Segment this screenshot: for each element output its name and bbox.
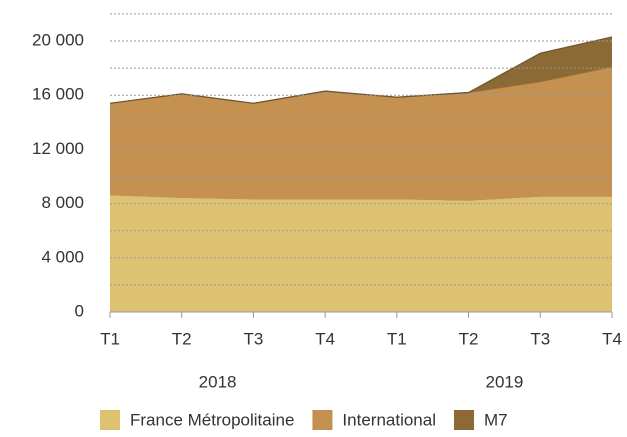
y-tick-label: 0: [75, 301, 84, 320]
legend-swatch: [312, 410, 333, 430]
x-tick-label: T2: [459, 329, 479, 348]
legend-swatch: [454, 410, 474, 430]
area: [110, 195, 612, 312]
x-tick-label: T3: [530, 329, 550, 348]
legend-swatch: [100, 410, 120, 430]
area-edge: [109, 36, 613, 104]
y-tick-label: 20 000: [32, 30, 84, 49]
y-tick-label: 8 000: [41, 193, 84, 212]
y-tick-label: 16 000: [32, 85, 84, 104]
area: [110, 36, 612, 104]
x-group-label: 2018: [199, 372, 237, 391]
y-tick-label: 12 000: [32, 139, 84, 158]
x-tick-label: T4: [315, 329, 335, 348]
y-tick-label: 4 000: [41, 247, 84, 266]
x-tick-label: T1: [387, 329, 407, 348]
x-tick-label: T3: [244, 329, 264, 348]
x-tick-label: T2: [172, 329, 192, 348]
x-group-label: 2019: [486, 372, 524, 391]
x-tick-label: T1: [100, 329, 120, 348]
area: [110, 66, 612, 201]
legend-label: M7: [484, 410, 508, 429]
legend-label: France Métropolitaine: [130, 410, 294, 429]
legend-label: International: [342, 410, 436, 429]
x-tick-label: T4: [602, 329, 622, 348]
